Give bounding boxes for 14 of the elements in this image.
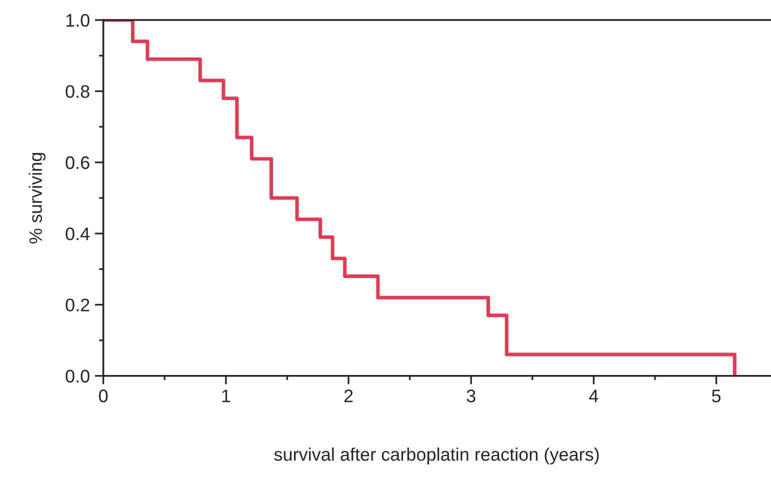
y-tick-label: 0.6 bbox=[66, 156, 90, 170]
y-tick-label: 0.8 bbox=[66, 85, 90, 98]
y-tick-label: 0.2 bbox=[66, 298, 90, 312]
y-tick-label: 0.4 bbox=[66, 227, 90, 240]
x-tick-label: 0 bbox=[99, 390, 108, 402]
y-tick-label: 1.0 bbox=[66, 14, 90, 27]
x-tick-label: 1 bbox=[222, 390, 230, 402]
x-tick-label: 4 bbox=[589, 390, 598, 402]
x-axis-title: survival after carboplatin reaction (years) bbox=[274, 448, 599, 464]
x-tick-label: 5 bbox=[712, 390, 721, 402]
y-tick-label: 0.0 bbox=[66, 370, 90, 383]
y-axis-title: % surviving bbox=[28, 152, 46, 244]
x-tick-label: 3 bbox=[466, 390, 476, 402]
x-tick-label: 2 bbox=[344, 390, 353, 402]
